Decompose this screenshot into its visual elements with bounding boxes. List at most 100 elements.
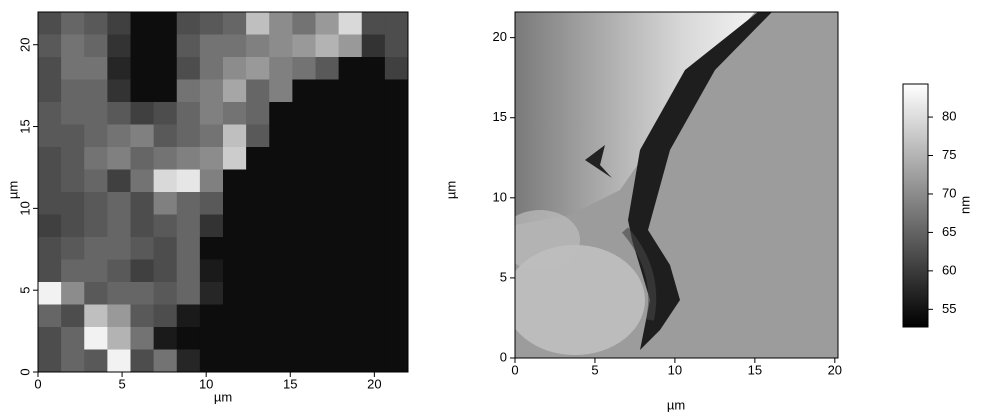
heatmap-cell [38,259,62,283]
heatmap-cell [84,214,108,238]
heatmap-cell [223,304,247,328]
heatmap-cell [130,169,155,193]
y-axis-label: µm [443,181,458,199]
heatmap-cell [361,34,386,58]
heatmap-cell [107,79,131,103]
heatmap-cell [61,327,85,350]
heatmap-cell [130,259,155,283]
heatmap-cell [269,349,293,373]
heatmap-cell [84,327,108,350]
heatmap-cell [246,327,270,350]
heatmap-cell [315,282,340,305]
heatmap-cell [176,102,201,125]
heatmap-cell [384,34,409,58]
heatmap-cell [199,34,224,58]
heatmap-cell [315,304,340,328]
y-tick-label: 20 [493,29,507,44]
heatmap-cell [292,124,316,148]
heatmap-cell [338,304,363,328]
heatmap-cell [199,79,224,103]
heatmap-cell [38,102,62,125]
heatmap-cell [61,282,85,305]
heatmap-cell [384,79,409,103]
heatmap-cell [199,169,224,193]
heatmap-cell [199,349,224,373]
y-tick-label: 5 [17,287,32,294]
heatmap-cell [269,282,293,305]
heatmap-cell [361,282,386,305]
heatmap-cell [338,327,363,350]
heatmap-cell [384,282,409,305]
heatmap-cell [61,12,85,35]
heatmap-cell [107,169,131,193]
heatmap-cell [223,169,247,193]
heatmap-cell [107,349,131,373]
heatmap-cell [246,102,270,125]
heatmap-cell [338,147,363,170]
heatmap-cell [361,349,386,373]
heatmap-cell [269,259,293,283]
heatmap-cell [38,12,62,35]
heatmap-cell [269,124,293,148]
heatmap-cell [223,147,247,170]
heatmap-cell [338,79,363,103]
heatmap-cell [130,327,155,350]
heatmap-cell [61,79,85,103]
heatmap-cell [153,349,178,373]
heatmap-cell [269,102,293,125]
heatmap-cell [223,259,247,283]
y-tick-label: 5 [500,269,507,284]
heatmap-cell [223,102,247,125]
heatmap-cell [246,192,270,215]
heatmap-cell [223,12,247,35]
heatmap-cell [130,282,155,305]
heatmap-cell [176,237,201,260]
heatmap-cell [315,169,340,193]
heatmap-cell [107,327,131,350]
heatmap-cell [246,124,270,148]
heatmap-cell [153,34,178,58]
heatmap-cell [246,259,270,283]
heatmap-cell [269,79,293,103]
heatmap-cell [223,349,247,373]
heatmap-cell [361,57,386,80]
heatmap-cell [338,34,363,58]
heatmap-cell [61,169,85,193]
y-tick-label: 10 [493,189,507,204]
heatmap-cell [84,237,108,260]
heatmap-cell [338,12,363,35]
heatmap-cell [292,34,316,58]
heatmap-cell [223,57,247,80]
heatmap-cell [84,79,108,103]
plot-frame [514,11,839,359]
heatmap-cell [130,79,155,103]
heatmap-cell [292,282,316,305]
colorbar-tick-label: 70 [942,185,956,200]
heatmap-cell [176,169,201,193]
heatmap-cell [130,124,155,148]
heatmap-cell [61,102,85,125]
x-tick-label: 15 [283,376,297,391]
heatmap-cell [153,237,178,260]
heatmap-cell [61,304,85,328]
heatmap-cell [107,259,131,283]
heatmap-cell [107,237,131,260]
heatmap-cell [361,237,386,260]
colorbar-tick-label: 55 [942,301,956,316]
heatmap-cell [384,237,409,260]
heatmap-cell [292,237,316,260]
x-tick-label: 10 [668,362,682,377]
plot-frame [37,11,409,373]
heatmap-cell [107,34,131,58]
x-tick-label: 20 [828,362,842,377]
heatmap-cell [292,259,316,283]
heatmap-cell [361,12,386,35]
heatmap-cell [338,57,363,80]
heatmap-cell [38,79,62,103]
heatmap-cell [84,169,108,193]
x-tick-label: 0 [511,362,518,377]
x-tick-label: 0 [34,376,41,391]
heatmap-cell [292,12,316,35]
heatmap-cell [384,102,409,125]
heatmap-cell [199,214,224,238]
